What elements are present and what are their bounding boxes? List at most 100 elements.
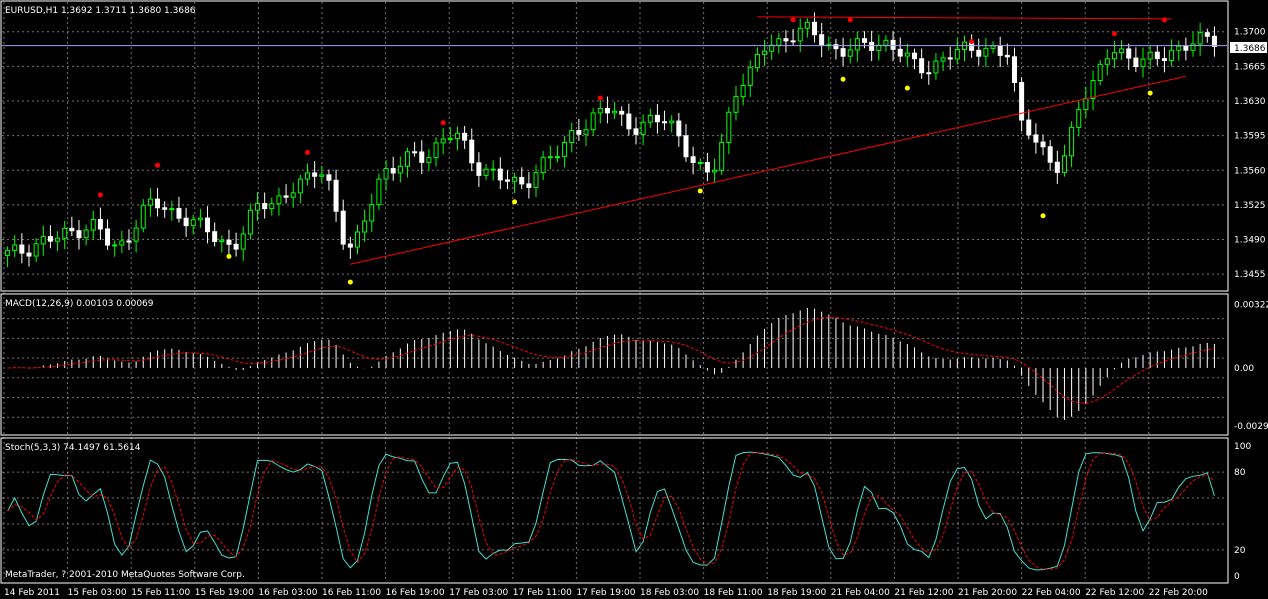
candle-body: [597, 107, 603, 114]
candle-body: [397, 165, 403, 174]
candle-body: [40, 236, 46, 245]
candle-body: [347, 243, 353, 248]
candle-body: [376, 178, 382, 206]
candle-body: [340, 210, 346, 245]
candle-body: [12, 244, 18, 251]
candle-body: [812, 21, 818, 36]
candle-body: [912, 52, 917, 60]
candle-body: [140, 204, 146, 229]
candle-body: [26, 252, 32, 257]
candle-body: [1190, 43, 1196, 51]
fractal-down-marker: [840, 76, 846, 82]
time-axis-tick: 15 Feb 03:00: [68, 588, 127, 598]
candle-body: [704, 162, 710, 173]
candle-body: [5, 249, 11, 256]
candle-body: [697, 162, 703, 165]
fractal-down-marker: [512, 199, 518, 205]
candle-body: [105, 228, 111, 246]
candle-body: [740, 84, 746, 98]
candle-body: [226, 239, 232, 245]
candle-body: [262, 203, 268, 210]
candle-body: [1169, 49, 1175, 62]
time-axis-tick: 15 Feb 11:00: [131, 588, 190, 598]
stoch-axis-tick: 20: [1234, 546, 1246, 556]
candle-body: [669, 120, 675, 124]
macd-panel[interactable]: [7, 307, 1215, 420]
candle-body: [1040, 141, 1046, 148]
candle-body: [90, 219, 96, 231]
fractal-up-marker: [847, 17, 853, 23]
candle-body: [212, 231, 218, 243]
candle-body: [583, 129, 589, 135]
candle-body: [419, 151, 425, 163]
candle-body: [319, 174, 325, 177]
candle-body: [326, 174, 332, 181]
candle-body: [383, 168, 389, 180]
candle-body: [576, 130, 582, 135]
candle-body: [604, 107, 610, 114]
candle-body: [526, 183, 532, 188]
candle-body: [1197, 32, 1203, 45]
footer-copyright: MetaTrader, ? 2001-2010 MetaQuotes Softw…: [5, 570, 245, 580]
candle-body: [33, 243, 39, 257]
candle-body: [404, 151, 410, 167]
fractal-down-marker: [697, 188, 703, 194]
candle-body: [97, 219, 103, 230]
candle-body: [1119, 48, 1125, 54]
time-axis-tick: 14 Feb 2011: [4, 588, 60, 598]
candle-body: [1147, 51, 1153, 60]
candle-body: [626, 113, 632, 130]
trend-line: [350, 75, 1186, 265]
candle-body: [190, 219, 196, 227]
candle-body: [647, 114, 653, 123]
fractal-up-marker: [790, 17, 796, 23]
candle-body: [1176, 45, 1182, 51]
candle-body: [719, 141, 725, 171]
candle-body: [247, 209, 253, 235]
candle-body: [1161, 58, 1167, 62]
time-axis-tick: 15 Feb 19:00: [195, 588, 254, 598]
candle-body: [1069, 126, 1075, 157]
candle-body: [176, 208, 182, 219]
candle-body: [483, 168, 489, 176]
candle-body: [554, 156, 560, 159]
candle-body: [862, 38, 868, 43]
macd-title: MACD(12,26,9) 0.00103 0.00069: [5, 299, 154, 309]
stochastic-panel[interactable]: [7, 451, 1215, 571]
macd-panel-frame: [0, 293, 1229, 436]
candle-body: [362, 220, 368, 233]
current-price-label: 1.3686: [1234, 44, 1266, 54]
macd-signal-line: [7, 316, 1215, 404]
price-axis-tick: 1.3490: [1234, 236, 1266, 246]
candle-body: [640, 121, 646, 135]
macd-axis-tick: 0.00322: [1234, 300, 1268, 310]
time-axis-tick: 21 Feb 04:00: [831, 588, 890, 598]
price-axis-tick: 1.3525: [1234, 201, 1266, 211]
candle-body: [733, 96, 739, 113]
price-panel[interactable]: [2, 12, 1227, 285]
candle-body: [1033, 134, 1039, 143]
axes: 1.3700 1.3665 1.3630 1.3595 1.3560 1.3525 1.34…: [4, 28, 1268, 598]
candle-body: [369, 204, 375, 222]
candle-body: [233, 243, 239, 250]
time-axis-tick: 16 Feb 03:00: [258, 588, 317, 598]
candle-body: [754, 53, 760, 69]
candle-body: [819, 34, 825, 46]
price-axis-tick: 1.3560: [1234, 166, 1266, 176]
candle-body: [776, 38, 782, 46]
candle-body: [62, 227, 68, 239]
macd-axis-tick: 0.00: [1234, 364, 1254, 374]
candle-body: [869, 41, 875, 51]
candle-body: [240, 233, 246, 250]
fractal-up-marker: [97, 192, 103, 198]
time-axis-tick: 21 Feb 12:00: [894, 588, 953, 598]
candle-body: [169, 208, 175, 211]
fractal-up-marker: [597, 95, 603, 101]
fractal-up-marker: [155, 162, 161, 168]
fractal-down-marker: [904, 85, 910, 91]
candle-body: [933, 60, 939, 74]
price-axis-tick: 1.3595: [1234, 132, 1266, 142]
candle-body: [162, 207, 168, 210]
candle-body: [1111, 52, 1117, 60]
